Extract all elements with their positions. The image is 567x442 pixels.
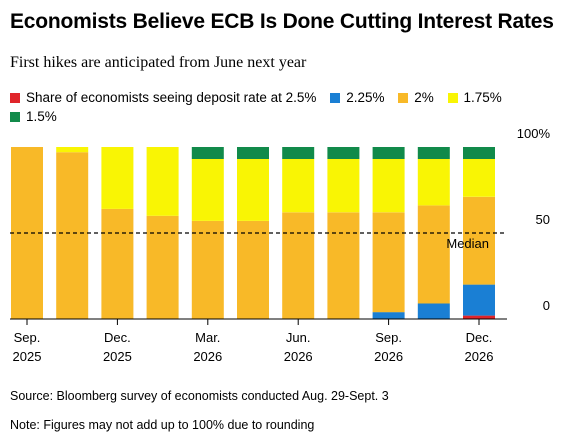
chart-subtitle: First hikes are anticipated from June ne…: [10, 54, 307, 71]
bar-segment-dec-2026-s3: [463, 159, 495, 197]
median-label: Median: [446, 236, 489, 251]
x-tick-label-month-0: Sep.: [14, 330, 41, 345]
chart-title: Economists Believe ECB Is Done Cutting I…: [10, 10, 554, 33]
bar-segment-sep-2026-s4: [372, 147, 405, 159]
legend-item-2.5: Share of economists seeing deposit rate …: [10, 90, 316, 105]
bar-segment-oct-2026-s4: [417, 147, 450, 159]
legend-item-2.25: 2.25%: [330, 90, 384, 105]
x-tick-label-month-5: Dec.: [466, 330, 493, 345]
legend-label-1.75: 1.75%: [463, 90, 502, 105]
legend-label-2: 2%: [414, 90, 434, 105]
y-tick-label-0: 100%: [517, 126, 551, 141]
bar-segment-oct-2026-s3: [417, 159, 450, 206]
bar-segment-jul-2026-s3: [327, 159, 360, 213]
bar-segment-jul-2026-s2: [327, 212, 360, 319]
bar-segment-jan-2026-s3: [146, 147, 179, 216]
bar-segment-mar-2026-s4: [191, 147, 224, 159]
bar-segment-sep-2026-s3: [372, 159, 405, 213]
bar-segment-jun-2026-s3: [282, 159, 315, 213]
x-tick-label-month-2: Mar.: [195, 330, 220, 345]
bar-segment-mar-2026-s2: [191, 221, 224, 319]
bar-segment-oct-2026-s2: [417, 205, 450, 304]
legend-row-2: 1.5%: [10, 109, 550, 128]
legend-label-2.25: 2.25%: [346, 90, 385, 105]
x-tick-label-year-4: 2026: [374, 349, 403, 364]
bar-segment-oct-2026-s1: [417, 303, 450, 319]
x-tick-label-year-2: 2026: [193, 349, 222, 364]
legend: Share of economists seeing deposit rate …: [10, 90, 550, 128]
legend-label-2.5: Share of economists seeing deposit rate …: [26, 90, 317, 105]
x-tick-label-year-5: 2026: [465, 349, 494, 364]
x-tick-label-month-1: Dec.: [104, 330, 131, 345]
bar-segment-apr-2026-s3: [237, 159, 269, 221]
bar-segment-dec-2026-s1: [463, 284, 495, 316]
bar-segment-sep-2026-s2: [372, 212, 405, 313]
bar-segment-apr-2026-s2: [237, 221, 269, 319]
legend-swatch-2.5: [10, 92, 20, 103]
legend-item-1.75: 1.75%: [447, 90, 502, 105]
x-tick-label-month-3: Jun.: [286, 330, 311, 345]
legend-swatch-2.25: [330, 92, 341, 103]
bar-segment-jun-2026-s4: [282, 147, 315, 159]
legend-row-1: Share of economists seeing deposit rate …: [10, 90, 550, 109]
bar-segment-mar-2026-s3: [191, 159, 224, 221]
x-tick-label-year-0: 2025: [13, 349, 42, 364]
bar-segment-jul-2026-s4: [327, 147, 360, 159]
legend-swatch-2: [398, 92, 409, 103]
legend-label-1.5: 1.5%: [26, 109, 57, 124]
x-tick-label-year-3: 2026: [284, 349, 313, 364]
source-note: Source: Bloomberg survey of economists c…: [10, 389, 389, 403]
x-tick-label-month-4: Sep.: [375, 330, 402, 345]
legend-item-2: 2%: [398, 90, 434, 105]
bar-segment-dec-2026-s0: [463, 315, 495, 319]
y-tick-label-1: 50: [536, 212, 550, 227]
bar-segment-oct-2025-s2: [56, 152, 89, 319]
bar-segment-dec-2025-s3: [101, 147, 134, 209]
bar-segment-dec-2026-s2: [463, 196, 495, 285]
bar-segment-oct-2025-s3: [56, 147, 89, 153]
bar-segment-jun-2026-s2: [282, 212, 315, 319]
bar-segment-apr-2026-s4: [237, 147, 269, 159]
bar-segment-sep-2026-s1: [372, 312, 405, 319]
bar-segment-jan-2026-s2: [146, 215, 179, 319]
legend-item-1.5: 1.5%: [10, 109, 57, 124]
bar-segment-dec-2025-s2: [101, 208, 134, 319]
legend-swatch-1.5: [10, 111, 20, 122]
stacked-bar-chart: Median 100% 50 0 Sep. 2025 Dec. 2025 Mar. 2026 Jun…: [10, 126, 551, 364]
x-tick-label-year-1: 2025: [103, 349, 132, 364]
legend-swatch-1.75: [447, 92, 458, 103]
y-tick-label-2: 0: [543, 298, 550, 313]
bar-segment-dec-2026-s4: [463, 147, 495, 159]
footnote: Note: Figures may not add up to 100% due…: [10, 418, 315, 432]
